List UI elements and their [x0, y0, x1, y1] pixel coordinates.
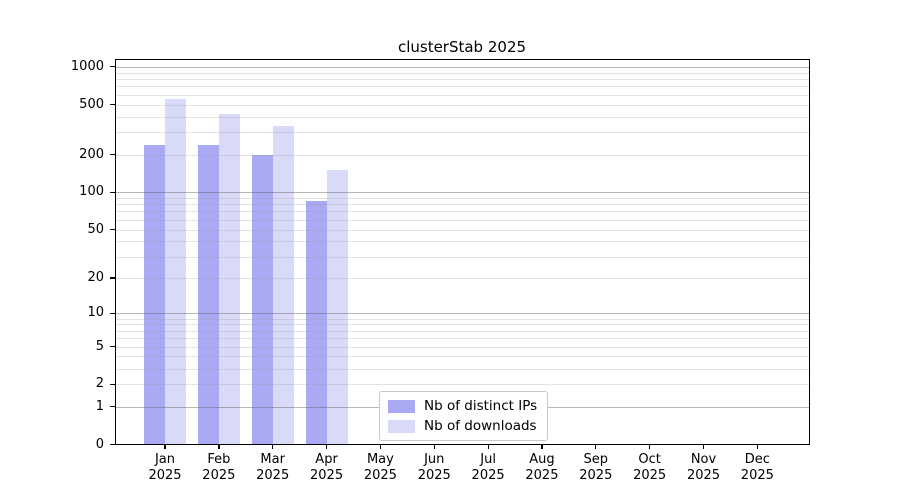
- y-tick-mark: [110, 66, 115, 68]
- x-tick-mark: [595, 444, 597, 449]
- bar-downloads-apr: [326, 170, 348, 445]
- gridline-minor: [114, 94, 810, 96]
- x-tick-mark: [487, 444, 489, 449]
- y-axis-tick-label: 200: [79, 146, 104, 162]
- gridline-minor: [114, 318, 810, 320]
- bar-downloads-mar: [272, 126, 294, 445]
- gridline-minor: [114, 256, 810, 258]
- x-axis-tick-label-may: May 2025: [363, 452, 397, 483]
- gridline-major: [114, 192, 810, 194]
- gridline-minor: [114, 356, 810, 358]
- y-tick-mark: [110, 153, 115, 156]
- x-tick-mark: [379, 444, 382, 449]
- legend-swatch-downloads: [388, 419, 415, 433]
- y-tick-mark: [110, 228, 115, 231]
- x-tick-mark: [756, 444, 759, 449]
- legend-label-downloads: Nb of downloads: [424, 418, 537, 434]
- bar-distinct-ips-feb: [197, 144, 219, 445]
- bar-distinct-ips-mar: [251, 155, 273, 445]
- y-axis-tick-label: 20: [87, 270, 104, 286]
- legend-label-distinct-ips: Nb of distinct IPs: [424, 398, 538, 414]
- x-axis-tick-label-jun: Jun 2025: [417, 452, 451, 483]
- legend-swatch-distinct-ips: [388, 399, 415, 413]
- legend: Nb of distinct IPs Nb of downloads: [379, 391, 549, 441]
- x-axis-tick-label-nov: Nov 2025: [686, 452, 721, 483]
- bars-layer: [115, 59, 811, 445]
- x-axis-tick-label-apr: Apr 2025: [310, 452, 344, 483]
- x-axis-tick-label-mar: Mar 2025: [256, 452, 290, 483]
- gridline-minor: [114, 132, 810, 134]
- gridline-minor: [114, 384, 810, 386]
- gridline-minor: [114, 116, 810, 118]
- y-tick-mark: [110, 345, 115, 348]
- gridline-minor: [114, 324, 810, 326]
- x-axis-tick-label-sep: Sep 2025: [579, 452, 613, 483]
- gridline-minor: [114, 219, 810, 221]
- x-tick-mark: [218, 444, 220, 449]
- bar-distinct-ips-apr: [305, 200, 327, 445]
- gridline-minor: [114, 104, 810, 106]
- x-tick-mark: [325, 444, 328, 449]
- legend-item-distinct-ips: Nb of distinct IPs: [388, 398, 537, 414]
- gridline-minor: [114, 154, 810, 156]
- bar-downloads-feb: [218, 114, 240, 445]
- gridline-minor: [114, 86, 810, 88]
- legend-item-downloads: Nb of downloads: [388, 418, 537, 434]
- y-axis-tick-label: 2: [95, 376, 104, 392]
- y-axis-tick-label: 500: [79, 96, 104, 112]
- x-axis-tick-label-feb: Feb 2025: [202, 452, 236, 483]
- x-tick-mark: [433, 444, 435, 449]
- gridline-minor: [114, 197, 810, 199]
- x-tick-mark: [164, 444, 166, 449]
- grid-layer: [114, 59, 810, 445]
- y-tick-mark: [110, 277, 115, 279]
- y-axis-tick-label: 5: [95, 338, 104, 354]
- x-axis-tick-label-jul: Jul 2025: [471, 452, 505, 483]
- y-axis-tick-label: 10: [87, 305, 104, 321]
- x-tick-mark: [702, 444, 705, 449]
- bar-downloads-jan: [165, 99, 186, 445]
- x-tick-mark: [649, 444, 651, 449]
- y-axis-tick-label: 0: [95, 436, 104, 452]
- gridline-minor: [114, 278, 810, 280]
- y-tick-mark: [110, 191, 115, 193]
- y-tick-mark: [110, 383, 115, 386]
- gridline-major: [114, 66, 810, 68]
- y-tick-mark: [110, 103, 115, 106]
- gridline-minor: [114, 330, 810, 332]
- gridline-minor: [114, 211, 810, 213]
- x-axis-tick-label-aug: Aug 2025: [525, 452, 559, 483]
- x-tick-mark: [272, 444, 274, 449]
- gridline-major: [114, 313, 810, 315]
- y-axis-tick-label: 50: [87, 221, 104, 237]
- gridline-minor: [114, 346, 810, 348]
- y-axis-tick-label: 1000: [70, 58, 104, 74]
- gridline-minor: [114, 78, 810, 80]
- x-axis-tick-label-dec: Dec 2025: [740, 452, 774, 483]
- gridline-minor: [114, 204, 810, 206]
- y-tick-mark: [110, 406, 115, 408]
- x-tick-mark: [541, 444, 543, 449]
- bar-distinct-ips-jan: [144, 144, 165, 445]
- gridline-minor: [114, 229, 810, 231]
- gridline-minor: [114, 72, 810, 74]
- plot-area: [114, 58, 811, 445]
- chart-title: clusterStab 2025: [397, 38, 527, 56]
- y-tick-mark: [110, 312, 115, 315]
- gridline-minor: [114, 241, 810, 243]
- y-axis-tick-label: 1: [95, 398, 104, 414]
- y-tick-mark: [110, 443, 115, 446]
- x-axis-tick-label-oct: Oct 2025: [633, 452, 667, 483]
- y-axis-tick-label: 100: [79, 184, 104, 200]
- x-axis-tick-label-jan: Jan 2025: [148, 452, 182, 483]
- gridline-minor: [114, 338, 810, 340]
- gridline-minor: [114, 368, 810, 370]
